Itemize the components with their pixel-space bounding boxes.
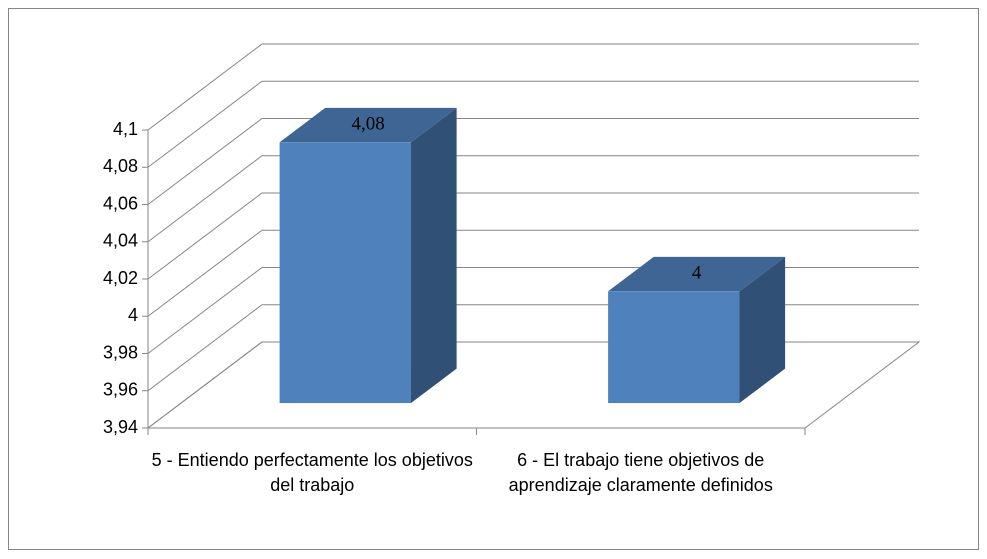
y-tick-label: 3,98 (103, 342, 138, 362)
chart-border (8, 8, 979, 550)
grid-line (147, 229, 919, 317)
bar-side (411, 107, 457, 404)
y-tick-label: 4,04 (103, 231, 138, 251)
y-tick-label: 4 (128, 305, 138, 325)
data-label: 4 (692, 262, 702, 283)
bar (608, 291, 740, 404)
bar-top (279, 107, 457, 143)
grid-line (147, 118, 919, 205)
grid-line (147, 155, 919, 243)
grid-line (147, 192, 919, 280)
grid-line (147, 43, 919, 131)
y-tick-label: 3,94 (103, 417, 138, 437)
grid-line (147, 80, 919, 168)
bar-side (739, 256, 786, 404)
x-tick-label: 5 - Entiendo perfectamente los objetivos… (151, 450, 473, 495)
y-tick-label: 4,1 (113, 119, 138, 139)
y-tick-label: 4,08 (103, 156, 138, 176)
data-label: 4,08 (351, 113, 384, 134)
bar (279, 142, 412, 404)
y-tick-label: 4,06 (103, 193, 138, 213)
y-tick-label: 4,02 (103, 268, 138, 288)
y-tick-label: 3,96 (103, 380, 138, 400)
bar-top (608, 256, 786, 292)
x-tick-label: 6 - El trabajo tiene objetivos de aprend… (508, 450, 773, 495)
